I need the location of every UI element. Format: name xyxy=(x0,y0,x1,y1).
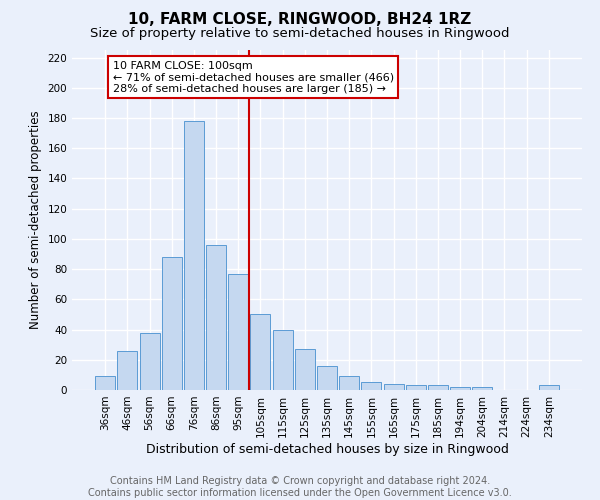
Bar xyxy=(162,257,182,390)
Bar xyxy=(406,386,426,390)
Bar xyxy=(450,387,470,390)
Bar xyxy=(383,384,404,390)
X-axis label: Distribution of semi-detached houses by size in Ringwood: Distribution of semi-detached houses by … xyxy=(146,442,508,456)
Bar xyxy=(317,366,337,390)
Bar xyxy=(295,349,315,390)
Bar xyxy=(250,314,271,390)
Bar xyxy=(206,245,226,390)
Text: Contains HM Land Registry data © Crown copyright and database right 2024.
Contai: Contains HM Land Registry data © Crown c… xyxy=(88,476,512,498)
Bar xyxy=(140,332,160,390)
Text: Size of property relative to semi-detached houses in Ringwood: Size of property relative to semi-detach… xyxy=(90,28,510,40)
Y-axis label: Number of semi-detached properties: Number of semi-detached properties xyxy=(29,110,42,330)
Bar xyxy=(472,387,492,390)
Bar xyxy=(95,376,115,390)
Bar xyxy=(339,376,359,390)
Bar xyxy=(361,382,382,390)
Bar xyxy=(184,121,204,390)
Bar xyxy=(428,386,448,390)
Text: 10 FARM CLOSE: 100sqm
← 71% of semi-detached houses are smaller (466)
28% of sem: 10 FARM CLOSE: 100sqm ← 71% of semi-deta… xyxy=(113,60,394,94)
Bar xyxy=(272,330,293,390)
Bar xyxy=(539,386,559,390)
Bar xyxy=(228,274,248,390)
Text: 10, FARM CLOSE, RINGWOOD, BH24 1RZ: 10, FARM CLOSE, RINGWOOD, BH24 1RZ xyxy=(128,12,472,28)
Bar xyxy=(118,350,137,390)
